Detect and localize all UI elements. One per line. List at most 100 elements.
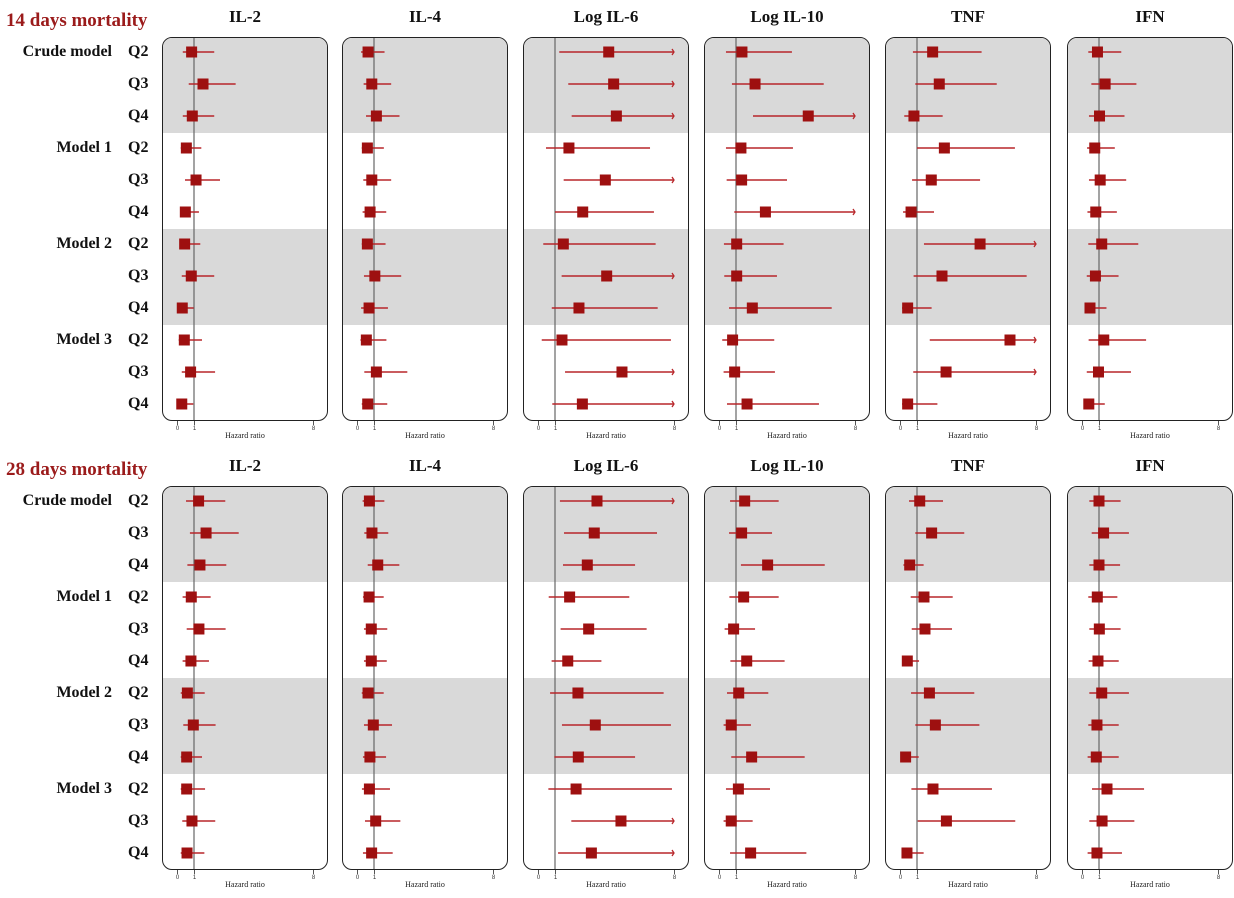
hazard-ratio-marker — [370, 110, 382, 121]
hazard-ratio-marker — [925, 174, 937, 185]
axis-tick-label: 0 — [1080, 426, 1085, 432]
hazard-ratio-marker — [901, 398, 913, 409]
hazard-ratio-marker — [933, 78, 945, 89]
quartile-label: Q3 — [128, 620, 149, 637]
panel-title: IL-4 — [408, 7, 442, 26]
panel-plot — [886, 487, 1050, 869]
hazard-ratio-marker — [360, 334, 372, 345]
quartile-label: Q2 — [128, 43, 149, 60]
axis-tick-label: 8 — [853, 875, 858, 881]
model-label: Crude model — [22, 492, 112, 509]
forest-panel — [162, 486, 328, 870]
hazard-ratio-marker — [363, 591, 375, 602]
axis-tick — [1082, 870, 1083, 874]
x-axis-label: Hazard ratio — [586, 431, 626, 440]
hazard-ratio-marker — [918, 623, 930, 634]
band-model-2 — [886, 677, 1050, 774]
hazard-ratio-marker — [926, 46, 938, 57]
hazard-ratio-marker — [176, 302, 188, 313]
x-axis-label: Hazard ratio — [225, 880, 265, 889]
hazard-ratio-marker — [923, 687, 935, 698]
hazard-ratio-marker — [365, 78, 377, 89]
ci-arrow-icon — [851, 112, 856, 119]
hazard-ratio-marker — [727, 623, 739, 634]
quartile-label: Q2 — [128, 331, 149, 348]
hazard-ratio-marker — [180, 142, 192, 153]
quartile-label: Q4 — [128, 748, 149, 765]
axis-tick-label: 1 — [734, 875, 739, 881]
hazard-ratio-marker — [572, 751, 584, 762]
forest-panel — [704, 37, 870, 421]
hazard-ratio-marker — [185, 270, 197, 281]
panel-plot — [1068, 38, 1232, 420]
quartile-label: Q3 — [128, 363, 149, 380]
hazard-ratio-marker — [1090, 751, 1102, 762]
axis-tick-label: 1 — [734, 426, 739, 432]
ci-arrow-icon — [670, 112, 675, 119]
hazard-ratio-marker — [582, 623, 594, 634]
hazard-ratio-marker — [362, 46, 374, 57]
quartile-label: Q3 — [128, 75, 149, 92]
axis-tick-label: 8 — [1216, 875, 1221, 881]
forest-panel — [885, 37, 1051, 421]
forest-panel — [704, 486, 870, 870]
axis-tick-label: 0 — [717, 426, 722, 432]
hazard-ratio-marker — [370, 366, 382, 377]
forest-panel — [1067, 37, 1233, 421]
axis-tick — [719, 421, 720, 425]
axis-tick-label: 0 — [355, 875, 360, 881]
ci-arrow-icon — [670, 272, 675, 279]
axis-tick-label: 0 — [355, 426, 360, 432]
axis-tick — [194, 421, 195, 425]
band-crude-model — [163, 487, 327, 582]
hazard-ratio-marker — [361, 142, 373, 153]
model-label: Model 3 — [56, 780, 112, 797]
ci-arrow-icon — [1032, 368, 1037, 375]
axis-tick-label: 1 — [553, 426, 558, 432]
hazard-ratio-marker — [913, 495, 925, 506]
hazard-ratio-marker — [728, 366, 740, 377]
band-crude-model — [705, 487, 869, 582]
hazard-ratio-marker — [365, 655, 377, 666]
hazard-ratio-marker — [746, 302, 758, 313]
hazard-ratio-marker — [600, 270, 612, 281]
axis-tick-label: 1 — [372, 875, 377, 881]
hazard-ratio-marker — [732, 783, 744, 794]
model-label: Model 3 — [56, 331, 112, 348]
axis-tick-label: 8 — [1216, 426, 1221, 432]
axis-tick-label: 0 — [536, 426, 541, 432]
axis-tick — [674, 421, 675, 425]
hazard-ratio-marker — [590, 495, 602, 506]
forest-panel — [523, 37, 689, 421]
x-axis-label: Hazard ratio — [586, 880, 626, 889]
hazard-ratio-marker — [192, 495, 204, 506]
axis-tick — [313, 870, 314, 874]
panel-plot — [705, 38, 869, 420]
panel-title: TNF — [951, 7, 985, 26]
axis-tick — [357, 421, 358, 425]
hazard-ratio-marker — [935, 270, 947, 281]
model-label: Crude model — [22, 43, 112, 60]
forest-panel — [342, 486, 508, 870]
hazard-ratio-marker — [192, 623, 204, 634]
panel-plot — [163, 487, 327, 869]
ci-arrow-icon — [670, 176, 675, 183]
axis-tick-label: 8 — [1034, 875, 1039, 881]
hazard-ratio-marker — [730, 270, 742, 281]
axis-tick — [177, 870, 178, 874]
panel-plot — [1068, 487, 1232, 869]
hazard-ratio-marker — [178, 238, 190, 249]
ci-arrow-icon — [670, 400, 675, 407]
axis-tick — [736, 870, 737, 874]
axis-tick — [855, 421, 856, 425]
band-model-2 — [886, 228, 1050, 325]
axis-tick — [1036, 870, 1037, 874]
quartile-label: Q3 — [128, 812, 149, 829]
ci-arrow-icon — [1032, 240, 1037, 247]
panel-plot — [163, 38, 327, 420]
x-axis-label: Hazard ratio — [767, 880, 807, 889]
hazard-ratio-marker — [1096, 815, 1108, 826]
hazard-ratio-marker — [184, 366, 196, 377]
hazard-ratio-marker — [371, 559, 383, 570]
axis-tick-label: 0 — [536, 875, 541, 881]
